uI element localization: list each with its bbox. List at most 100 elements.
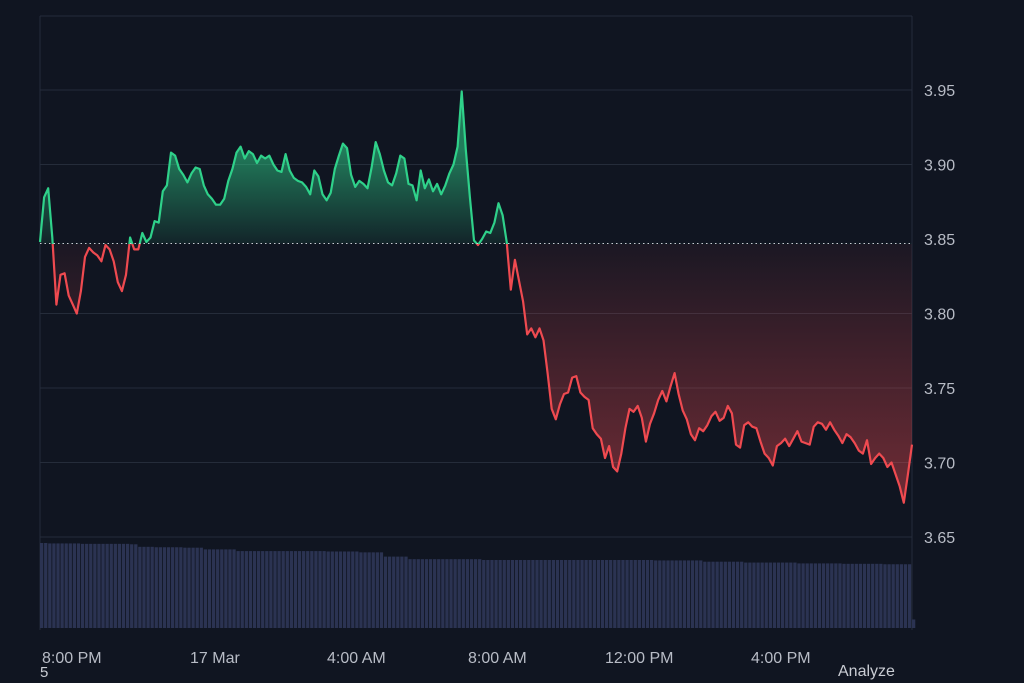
volume-bar: [539, 560, 543, 628]
volume-bar: [224, 549, 228, 628]
volume-bar: [400, 556, 404, 628]
volume-bar: [326, 551, 330, 628]
volume-bar: [592, 560, 596, 628]
volume-bar: [363, 552, 367, 628]
volume-bar: [183, 547, 187, 628]
volume-bar: [609, 560, 613, 628]
volume-bar: [56, 543, 60, 628]
volume-bar: [383, 556, 388, 628]
volume-bar: [146, 546, 150, 628]
volume-bar: [543, 560, 547, 628]
volume-bar: [735, 561, 740, 628]
x-tick-label: 8:00 AM: [468, 650, 527, 667]
volume-bar: [330, 551, 334, 628]
volume-bar: [367, 552, 371, 628]
volume-bar: [478, 559, 482, 628]
volume-bar: [760, 562, 764, 628]
volume-bar: [433, 559, 437, 628]
volume-bar: [776, 562, 781, 628]
volume-bar: [412, 559, 416, 628]
volume-bar: [883, 564, 887, 628]
volume-bar: [220, 549, 224, 628]
volume-bar: [838, 563, 842, 628]
volume-bar: [817, 563, 822, 628]
y-tick-label: 3.70: [924, 456, 955, 473]
volume-bar: [121, 543, 126, 628]
volume-bar: [171, 547, 175, 628]
price-lines: [38, 90, 914, 504]
volume-bar: [60, 543, 64, 628]
volume-bar: [322, 551, 326, 628]
volume-bar: [568, 560, 572, 628]
volume-bar: [105, 543, 109, 628]
price-line-above: [38, 90, 508, 244]
y-tick-label: 3.90: [924, 158, 955, 175]
volume-bar: [490, 560, 494, 628]
volume-bar: [392, 556, 396, 628]
volume-bar: [236, 551, 240, 628]
volume-bar: [498, 560, 502, 628]
volume-bar: [797, 563, 801, 628]
volume-bar: [690, 560, 695, 628]
volume-bar: [875, 563, 879, 628]
volume-bar: [371, 552, 375, 628]
volume-bar: [48, 543, 52, 628]
volume-bar: [711, 561, 715, 628]
volume-bar: [531, 560, 535, 628]
volume-bar: [195, 547, 199, 628]
volume-bar: [416, 559, 420, 628]
volume-bar: [318, 551, 322, 628]
volume-bar: [203, 549, 208, 628]
volume-bar: [518, 560, 523, 628]
volume-bar: [510, 560, 515, 628]
volume-bar: [40, 543, 44, 628]
volume-bar: [772, 562, 777, 628]
volume-bar: [846, 563, 850, 628]
volume-bar: [506, 560, 510, 628]
volume-bar: [449, 559, 453, 628]
x-tick-label: 4:00 AM: [327, 650, 386, 667]
volume-bar: [482, 560, 486, 628]
volume-bar: [379, 552, 384, 628]
volume-bar: [494, 560, 498, 628]
volume-bar: [514, 560, 519, 628]
volume-bar: [834, 563, 838, 628]
volume-bar: [289, 551, 294, 628]
volume-bar: [731, 561, 736, 628]
volume-bar: [903, 564, 908, 628]
volume-bar: [285, 551, 289, 628]
volume-bar: [686, 560, 691, 628]
volume-bar: [604, 560, 609, 628]
volume-bar: [293, 551, 298, 628]
volume-bar: [555, 560, 560, 628]
volume-bar: [207, 549, 212, 628]
volume-bar: [240, 551, 244, 628]
y-axis-ticks: 3.65 3.70 3.75 3.80 3.85 3.90 3.95: [924, 83, 955, 547]
volume-bars: [40, 543, 916, 628]
volume-bar: [64, 543, 68, 628]
volume-bar: [523, 560, 527, 628]
volume-bar: [97, 543, 101, 628]
analyze-link[interactable]: Analyze: [838, 663, 895, 680]
volume-bar: [44, 543, 48, 628]
volume-bar: [175, 547, 179, 628]
volume-bar: [805, 563, 809, 628]
volume-bar: [469, 559, 474, 628]
volume-bar: [404, 556, 408, 628]
volume-bar: [662, 560, 666, 628]
x-tick-label: 4:00 PM: [751, 650, 811, 667]
volume-bar: [584, 560, 588, 628]
volume-bar: [441, 559, 445, 628]
volume-bar: [424, 559, 429, 628]
volume-bar: [613, 560, 617, 628]
volume-bar: [453, 559, 457, 628]
volume-bar: [187, 547, 191, 628]
volume-bar: [502, 560, 506, 628]
volume-bar: [428, 559, 433, 628]
volume-bar: [72, 543, 77, 628]
volume-bar: [547, 560, 551, 628]
volume-bar: [649, 560, 654, 628]
volume-bar: [109, 543, 113, 628]
price-areas: [40, 91, 912, 503]
volume-bar: [768, 562, 772, 628]
